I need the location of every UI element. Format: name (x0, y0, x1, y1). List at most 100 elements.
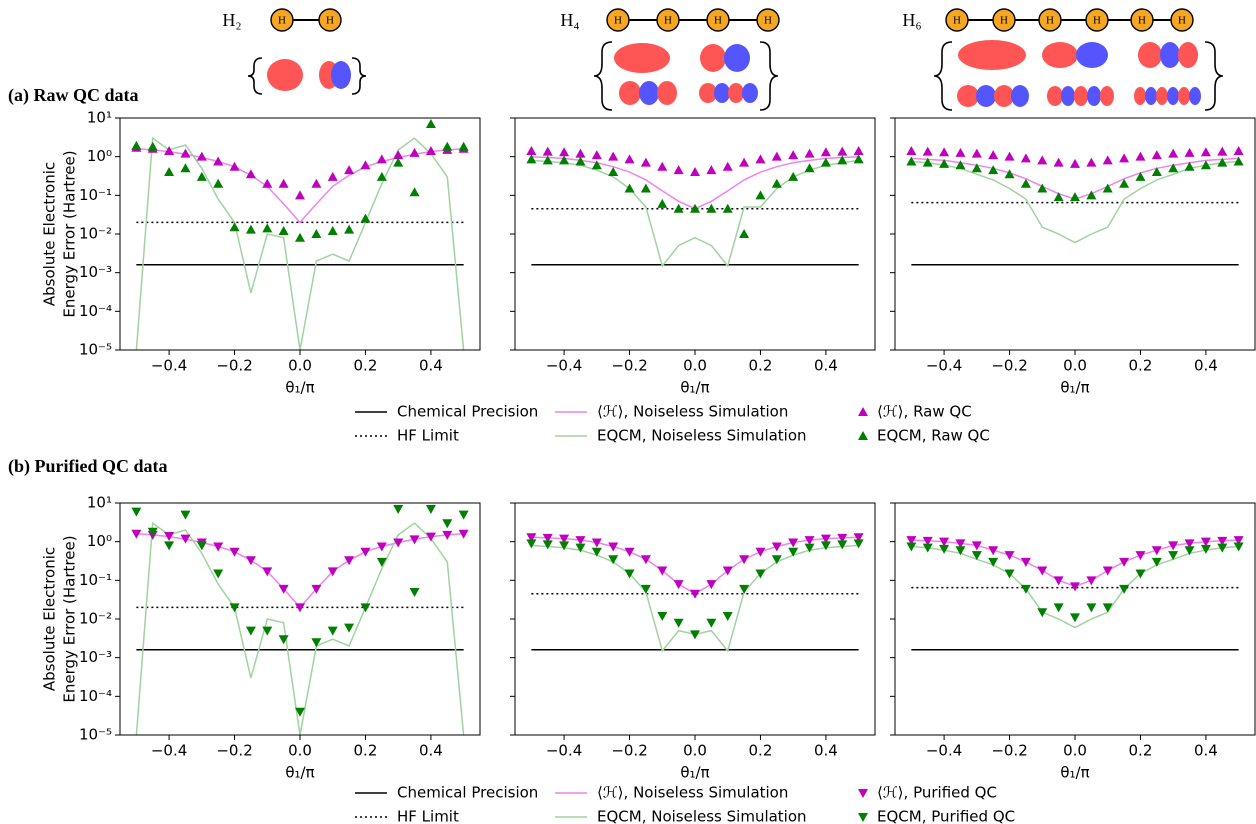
x-tick-label: 0.2 (354, 357, 378, 375)
marker (939, 537, 950, 547)
marker (393, 150, 404, 160)
legend-label: EQCM, Noiseless Simulation (597, 808, 807, 824)
marker (559, 541, 570, 551)
marker (180, 534, 191, 544)
marker (1119, 557, 1130, 567)
x-tick-label: 0.2 (1129, 742, 1153, 760)
marker (657, 161, 668, 171)
marker (1053, 603, 1064, 613)
marker (955, 147, 966, 157)
marker (344, 224, 355, 234)
plot: 10¹ 10⁰ 10⁻¹ 10⁻² 10⁻³ 10⁻⁴ 10⁻⁵ −0.4 −0.2 0.0 0.2… (41, 109, 990, 445)
marker (393, 157, 404, 167)
marker (657, 566, 668, 576)
marker (1151, 557, 1162, 567)
marker (706, 618, 717, 628)
marker (360, 160, 371, 170)
marker (575, 148, 586, 158)
atom-label: H (664, 15, 672, 27)
marker (690, 167, 700, 177)
legend-label: HF Limit (397, 427, 459, 445)
marker (164, 167, 175, 177)
x-tick-label: 0.0 (288, 357, 312, 375)
marker (939, 158, 950, 168)
series-line (531, 159, 859, 268)
marker (608, 542, 619, 552)
x-tick-label: −0.2 (216, 742, 252, 760)
marker (360, 213, 371, 223)
marker (1020, 153, 1031, 163)
marker (213, 542, 224, 552)
x-tick-label: 0.0 (1063, 742, 1087, 760)
marker (360, 603, 371, 613)
atom (1130, 8, 1154, 32)
marker (147, 527, 158, 537)
marker (327, 626, 338, 636)
y-tick-label: 10⁻⁴ (79, 687, 112, 705)
marker (640, 183, 651, 193)
y-tick-label: 10¹ (87, 109, 112, 127)
marker (1004, 551, 1015, 561)
atom (656, 8, 680, 32)
x-tick-label: 0.4 (1194, 357, 1218, 375)
y-axis-label: Absolute Electronic (41, 162, 59, 306)
legend-label: HF Limit (397, 808, 459, 824)
legend-label: Chemical Precision (397, 784, 538, 802)
legend-marker (858, 813, 868, 822)
marker (1200, 147, 1211, 157)
y-tick-label: 10⁻² (79, 225, 112, 243)
x-tick-label: 0.4 (1194, 742, 1218, 760)
marker (1168, 148, 1179, 158)
marker (853, 154, 864, 164)
marker (722, 161, 733, 171)
atom (606, 8, 630, 32)
marker (442, 530, 453, 540)
x-tick-label: 0.2 (749, 357, 773, 375)
marker (922, 146, 933, 156)
marker (262, 178, 273, 188)
marker (164, 532, 175, 542)
legend-marker (858, 789, 868, 798)
plot-area (906, 146, 1244, 266)
marker (739, 229, 750, 238)
marker (180, 163, 191, 173)
marker (376, 542, 387, 552)
atom (318, 8, 342, 32)
marker (344, 623, 355, 633)
marker (393, 504, 404, 514)
marker (673, 165, 684, 175)
atom-label: H (1138, 15, 1146, 27)
marker (939, 147, 950, 157)
marker (344, 165, 355, 175)
marker (1168, 551, 1179, 561)
marker (837, 540, 848, 550)
marker (640, 584, 651, 594)
axes-frame (894, 502, 1256, 736)
y-tick-label: 10⁻³ (79, 648, 112, 666)
marker (608, 555, 619, 565)
atom-label: H (278, 15, 286, 27)
marker (196, 171, 207, 181)
marker (820, 534, 831, 544)
marker (1168, 163, 1179, 173)
marker (853, 146, 864, 156)
marker (837, 533, 848, 543)
plot: −0.4 −0.2 0.0 0.2 0.4 θ₁/π (510, 502, 876, 782)
marker (409, 187, 420, 197)
series-line (135, 136, 465, 350)
plot-area (131, 118, 469, 350)
legend-label: Chemical Precision (397, 403, 538, 421)
marker (591, 150, 602, 160)
marker (229, 547, 240, 557)
x-tick-label: −0.4 (926, 357, 962, 375)
marker (788, 150, 799, 160)
marker (988, 557, 999, 567)
marker (131, 140, 142, 150)
marker (1102, 566, 1113, 576)
x-tick-label: 0.0 (683, 357, 707, 375)
marker (180, 148, 191, 158)
molecule-label: H₆ (902, 10, 921, 30)
marker (196, 541, 207, 551)
marker (971, 163, 982, 173)
x-tick-label: 0.4 (814, 742, 838, 760)
